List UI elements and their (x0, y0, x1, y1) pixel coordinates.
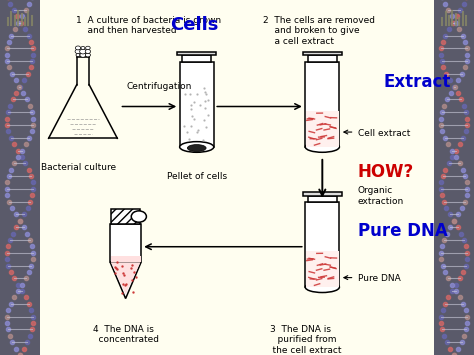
Bar (303, 192, 342, 196)
Bar (308, 196, 337, 202)
Bar (180, 62, 214, 147)
Polygon shape (110, 262, 141, 299)
Bar (434, 0, 474, 355)
Circle shape (75, 49, 81, 54)
Ellipse shape (180, 142, 214, 152)
Bar (110, 256, 140, 262)
Ellipse shape (187, 144, 206, 152)
Bar (308, 55, 337, 62)
Circle shape (81, 47, 85, 49)
Bar (305, 62, 339, 147)
Bar (306, 251, 339, 287)
Circle shape (85, 49, 91, 54)
Bar (303, 52, 342, 55)
Text: HOW?: HOW? (358, 163, 414, 181)
Circle shape (86, 46, 90, 50)
Circle shape (80, 53, 86, 57)
Circle shape (85, 53, 91, 57)
Bar (177, 52, 216, 55)
Polygon shape (111, 262, 140, 294)
Circle shape (76, 54, 80, 56)
Bar (305, 202, 339, 287)
Ellipse shape (305, 282, 339, 293)
Text: Cells: Cells (170, 16, 219, 34)
Text: 2  The cells are removed
    and broken to give
    a cell extract: 2 The cells are removed and broken to gi… (263, 16, 375, 46)
Text: Pure DNA: Pure DNA (358, 274, 401, 283)
Bar (0, 0, 40, 355)
Text: 3  The DNA is
    purified from
    the cell extract: 3 The DNA is purified from the cell extr… (261, 325, 341, 355)
Circle shape (75, 46, 81, 50)
Bar (110, 224, 141, 262)
Circle shape (131, 211, 146, 222)
Text: 1  A culture of bacteria is grown
    and then harvested: 1 A culture of bacteria is grown and the… (76, 16, 221, 36)
Text: Cell extract: Cell extract (358, 129, 410, 138)
Ellipse shape (305, 142, 339, 152)
Text: 4  The DNA is
    concentrated: 4 The DNA is concentrated (87, 325, 159, 344)
Bar (182, 55, 211, 62)
Text: Pure DNA: Pure DNA (358, 222, 447, 240)
Bar (111, 209, 140, 224)
Bar (40, 0, 434, 355)
Bar (306, 111, 339, 147)
Text: Organic
extraction: Organic extraction (358, 186, 404, 206)
Circle shape (80, 49, 86, 54)
Text: Centrifugation: Centrifugation (126, 82, 191, 92)
Text: Pellet of cells: Pellet of cells (167, 172, 227, 181)
Text: Extract: Extract (384, 73, 451, 91)
Text: Bacterial culture: Bacterial culture (41, 163, 116, 172)
